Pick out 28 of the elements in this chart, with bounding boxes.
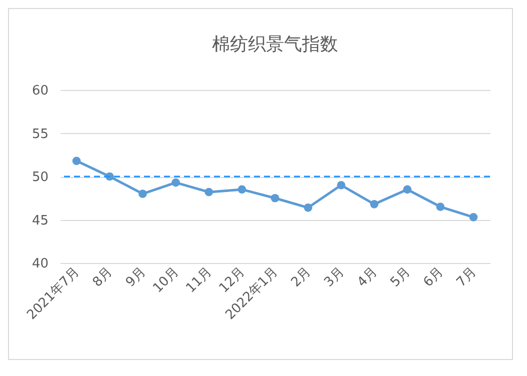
x-tick-label: 2月 [288, 264, 314, 290]
x-tick-label: 9月 [123, 264, 149, 290]
y-tick-label: 50 [32, 170, 48, 185]
point [336, 180, 346, 190]
point [370, 200, 378, 208]
x-tick-label: 8月 [90, 264, 116, 290]
x-tick-label: 11月 [184, 264, 216, 296]
y-tick-label: 60 [32, 84, 48, 98]
point [436, 202, 445, 211]
chart-title: 棉纺织景气指数 [212, 34, 338, 55]
point [238, 185, 246, 194]
y-tick-label: 40 [32, 256, 48, 272]
x-tick-label: 5月 [388, 264, 414, 290]
point [172, 178, 180, 187]
x-tick-label: 10月 [150, 264, 182, 296]
point [138, 190, 147, 198]
point [304, 203, 312, 212]
y-tick-label: 55 [32, 126, 48, 142]
x-tick-label: 4月 [354, 264, 380, 290]
point [270, 194, 280, 202]
x-tick-label: 6月 [420, 264, 447, 290]
x-tick-label: 7月 [454, 264, 480, 290]
y-tick-label: 45 [32, 213, 48, 228]
point [72, 156, 81, 166]
x-tick-label: 3月 [322, 264, 348, 290]
point [469, 212, 478, 222]
point [403, 185, 412, 194]
point [204, 188, 214, 196]
